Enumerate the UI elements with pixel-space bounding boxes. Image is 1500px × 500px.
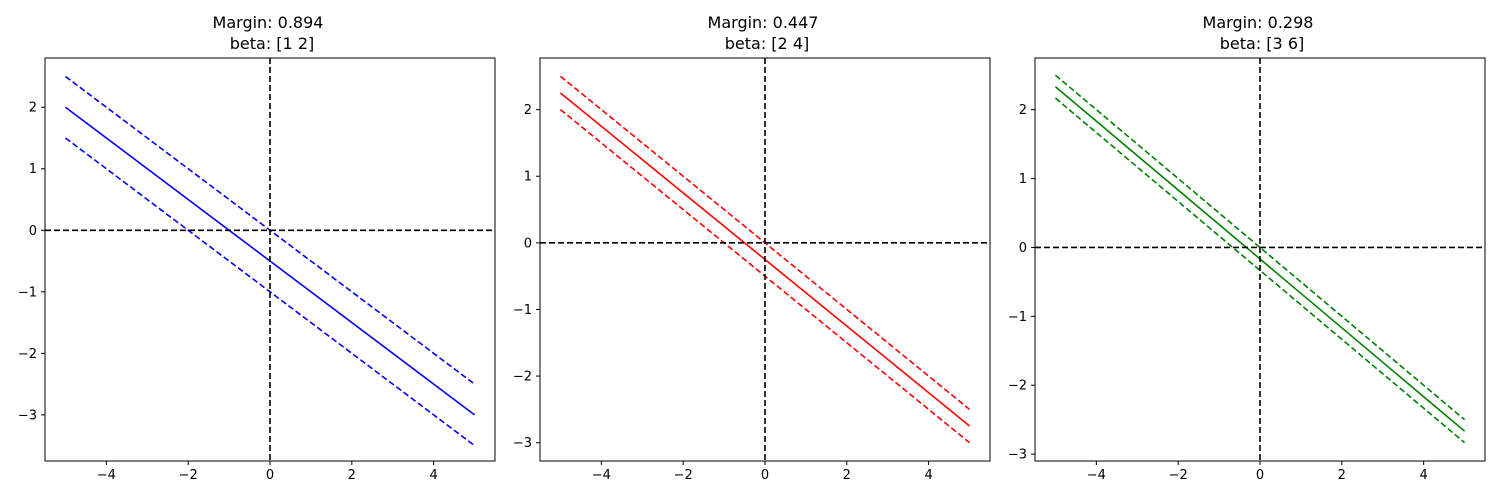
subplot-3-y-tick-label: 0 [1019, 241, 1027, 256]
subplot-3-margin-line-2 [1054, 97, 1466, 444]
subplot-3-y-tick-label: 1 [1019, 172, 1027, 187]
subplot-3-title-line2: beta: [3 6] [1220, 34, 1304, 53]
subplot-2-title-line1: Margin: 0.447 [708, 13, 819, 32]
subplot-3-y-tick-label: −2 [1008, 379, 1027, 394]
subplot-2: Margin: 0.447 beta: [2 4] −4 −2 0 2 4 −3 −2 −1 0… [513, 13, 991, 483]
subplot-3-margin-line-1 [1054, 74, 1466, 421]
subplot-1-x-tick-label: 2 [348, 468, 356, 483]
subplot-2-x-tick-label: −2 [674, 468, 693, 483]
subplot-1-x-tick-label: −4 [97, 468, 116, 483]
subplot-3-x-tick-label: −2 [1169, 468, 1188, 483]
subplot-3-x-tick-label: −4 [1087, 468, 1106, 483]
subplot-2-y-tick-label: −2 [513, 370, 532, 385]
subplot-1-x-tick-label: 4 [429, 468, 437, 483]
subplot-1-x-tick-label: 0 [266, 468, 274, 483]
subplot-1-title-line1: Margin: 0.894 [213, 13, 324, 32]
subplot-1-title-line2: beta: [1 2] [230, 34, 314, 53]
subplot-2-y-tick-label: 0 [524, 236, 532, 251]
subplot-3-title-line1: Margin: 0.298 [1203, 13, 1314, 32]
subplot-1-y-tick-label: 1 [29, 162, 37, 177]
subplot-1-y-tick-label: −3 [18, 408, 37, 423]
subplot-3-x-tick-label: 2 [1338, 468, 1346, 483]
subplot-3-y-tick-label: −1 [1008, 310, 1027, 325]
subplot-1-y-tick-label: −1 [18, 285, 37, 300]
subplot-2-y-tick-label: −1 [513, 303, 532, 318]
subplot-2-x-tick-label: 0 [761, 468, 769, 483]
subplot-1: Margin: 0.894 beta: [1 2] −4 −2 0 2 4 −3 −2 −1 0… [18, 13, 496, 483]
subplot-1-y-tick-label: 0 [29, 224, 37, 239]
subplot-1-margin-line-2 [64, 137, 476, 447]
subplot-3-x-tick-label: 0 [1256, 468, 1264, 483]
subplot-2-y-tick-label: 2 [524, 103, 532, 118]
subplot-2-x-tick-label: −4 [592, 468, 611, 483]
subplot-2-y-tick-label: −3 [513, 436, 532, 451]
subplot-3-x-tick-label: 4 [1419, 468, 1427, 483]
subplot-2-title-line2: beta: [2 4] [725, 34, 809, 53]
subplot-3-y-tick-label: 2 [1019, 103, 1027, 118]
subplot-1-y-tick-label: −2 [18, 347, 37, 362]
subplot-2-y-tick-label: 1 [524, 170, 532, 185]
subplot-1-x-tick-label: −2 [179, 468, 198, 483]
subplot-2-x-tick-label: 2 [843, 468, 851, 483]
subplot-2-x-tick-label: 4 [924, 468, 932, 483]
subplot-3: Margin: 0.298 beta: [3 6] −4 −2 0 2 4 −3 −2 −1 0… [1008, 13, 1486, 483]
subplot-1-y-tick-label: 2 [29, 101, 37, 116]
subplot-3-y-tick-label: −3 [1008, 448, 1027, 463]
